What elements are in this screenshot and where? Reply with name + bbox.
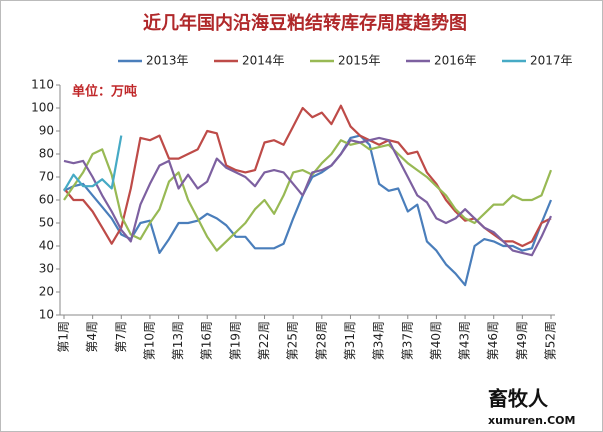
- x-tick-label: 第46周: [486, 321, 500, 360]
- y-tick-label: 90: [39, 124, 54, 138]
- legend-label: 2015年: [338, 54, 381, 68]
- x-tick-label: 第43周: [458, 321, 472, 360]
- y-tick-label: 70: [39, 170, 54, 184]
- y-tick-label: 20: [39, 285, 54, 299]
- y-tick-label: 110: [31, 78, 54, 92]
- y-tick-label: 40: [39, 239, 54, 253]
- legend-label: 2013年: [146, 54, 189, 68]
- chart-title: 近几年国内沿海豆粕结转库存周度趋势图: [143, 12, 467, 34]
- logo-text: 畜牧人: [488, 387, 549, 411]
- legend-label: 2017年: [530, 54, 573, 68]
- x-tick-label: 第49周: [515, 321, 529, 360]
- x-tick-label: 第28周: [314, 321, 328, 360]
- y-tick-label: 10: [39, 308, 54, 322]
- x-tick-label: 第19周: [228, 321, 242, 360]
- y-tick-label: 50: [39, 216, 54, 230]
- y-tick-label: 30: [39, 262, 54, 276]
- x-tick-label: 第22周: [257, 321, 271, 360]
- x-tick-label: 第16周: [200, 321, 214, 360]
- series-line: [63, 135, 123, 192]
- series-line: [63, 136, 552, 257]
- x-tick-label: 第40周: [429, 321, 443, 360]
- x-tick-label: 第1周: [57, 321, 71, 353]
- y-tick-label: 60: [39, 193, 54, 207]
- x-tick-label: 第4周: [85, 321, 99, 353]
- x-tick-label: 第34周: [372, 321, 386, 360]
- x-tick-label: 第10周: [142, 321, 156, 360]
- x-tick-label: 第31周: [343, 321, 357, 360]
- y-tick-label: 100: [31, 101, 54, 115]
- y-tick-label: 80: [39, 147, 54, 161]
- x-tick-label: 第13周: [171, 321, 185, 360]
- unit-label: 单位：万吨: [72, 84, 137, 100]
- legend-label: 2014年: [242, 54, 285, 68]
- series-line: [63, 139, 553, 252]
- x-tick-label: 第25周: [286, 321, 300, 360]
- x-tick-label: 第7周: [114, 321, 128, 353]
- legend-label: 2016年: [434, 54, 477, 68]
- logo-url: xumuren.COM: [488, 414, 575, 427]
- x-tick-label: 第37周: [400, 321, 414, 360]
- x-tick-label: 第52周: [544, 321, 558, 360]
